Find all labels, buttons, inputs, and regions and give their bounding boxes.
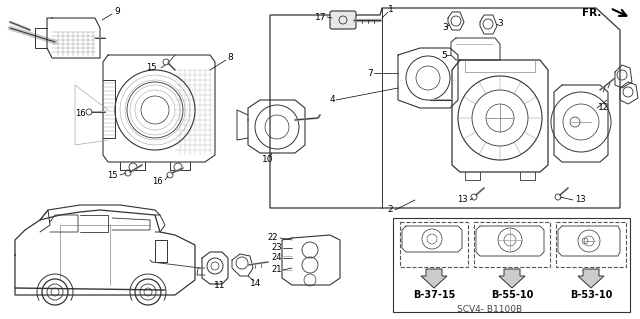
Bar xyxy=(556,222,626,267)
Text: SCV4- B1100B: SCV4- B1100B xyxy=(458,305,523,314)
Bar xyxy=(400,222,468,267)
Text: 16: 16 xyxy=(152,177,163,187)
Text: 24: 24 xyxy=(271,254,282,263)
Text: 12: 12 xyxy=(598,103,609,113)
Text: 1: 1 xyxy=(388,5,394,14)
Polygon shape xyxy=(421,269,447,288)
Text: 16: 16 xyxy=(76,108,86,117)
Text: B-55-10: B-55-10 xyxy=(491,290,533,300)
Bar xyxy=(474,222,550,267)
Text: 4: 4 xyxy=(329,95,335,105)
Text: 15: 15 xyxy=(108,172,118,181)
Text: 23: 23 xyxy=(271,243,282,253)
Text: B-53-10: B-53-10 xyxy=(570,290,612,300)
Text: 3: 3 xyxy=(497,19,503,28)
FancyBboxPatch shape xyxy=(330,11,356,29)
Text: 21: 21 xyxy=(271,265,282,275)
Text: 17: 17 xyxy=(314,12,326,21)
Polygon shape xyxy=(499,269,525,288)
Text: 10: 10 xyxy=(262,155,274,165)
Text: B-37-15: B-37-15 xyxy=(413,290,455,300)
Polygon shape xyxy=(578,269,604,288)
Text: 3: 3 xyxy=(442,23,448,32)
Text: 14: 14 xyxy=(250,278,262,287)
Text: 13: 13 xyxy=(575,196,586,204)
Text: 15: 15 xyxy=(147,63,157,72)
Text: 5: 5 xyxy=(441,50,447,60)
Text: FR.: FR. xyxy=(582,8,601,18)
Text: 8: 8 xyxy=(227,53,233,62)
Bar xyxy=(155,240,167,262)
Text: 11: 11 xyxy=(214,280,226,290)
Text: 22: 22 xyxy=(268,233,278,241)
Text: 2: 2 xyxy=(387,205,393,214)
Bar xyxy=(393,218,630,312)
Text: 13: 13 xyxy=(458,196,468,204)
Text: 9: 9 xyxy=(114,8,120,17)
Text: 7: 7 xyxy=(367,69,373,78)
